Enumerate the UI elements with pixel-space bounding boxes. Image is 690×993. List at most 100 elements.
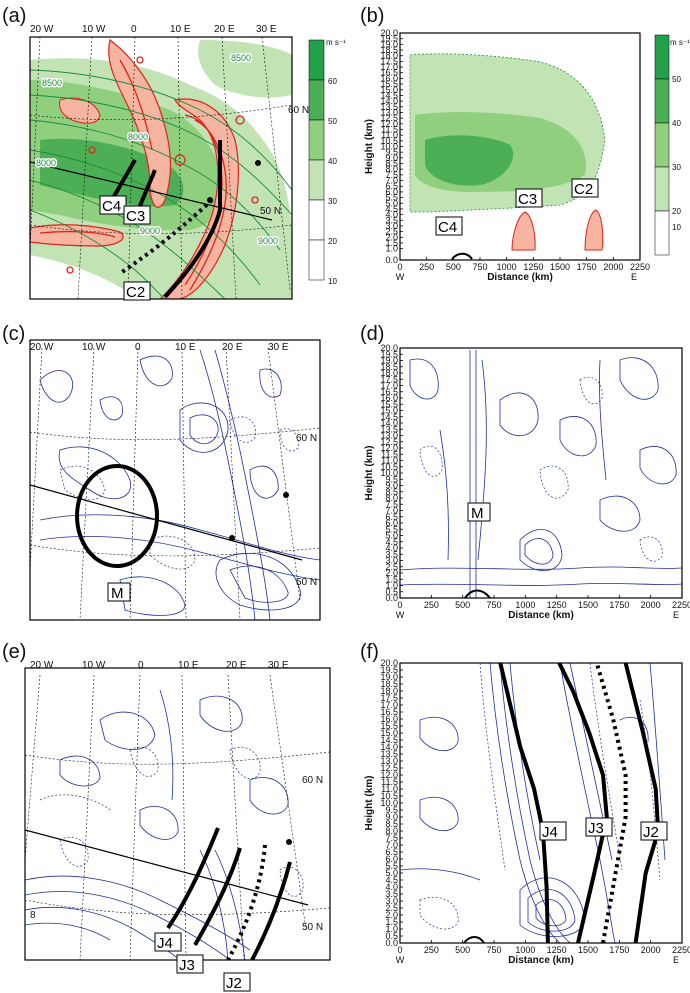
y-tick-label: 14.0 (380, 96, 398, 106)
x-end-label-west: W (396, 272, 405, 282)
tag-c3-b: C3 (515, 188, 543, 208)
blue-contours-c (39, 349, 320, 620)
y-tick-label: 0.0 (385, 255, 398, 265)
cross-section-endpoint (255, 160, 261, 166)
cross-section-endpoint-c (283, 492, 289, 498)
x-tick-label: 1250 (547, 600, 567, 610)
panel-a-frame (29, 36, 293, 300)
tag-m-d: M (467, 502, 491, 522)
y-tick-label: 13.5 (380, 749, 398, 759)
tag-label: C3 (518, 191, 537, 208)
tag-label: J4 (542, 824, 558, 841)
contour-label: 8000 (36, 158, 56, 168)
tag-j4-e: J4 (154, 932, 182, 952)
graticule-e (25, 674, 330, 960)
y-tick-label: 9.5 (385, 805, 398, 815)
y-tick-label: 14.0 (380, 742, 398, 752)
cross-section-midpoint-c (229, 535, 235, 541)
y-tick-label: 19.0 (380, 672, 398, 682)
panel-a-degree-labels: 20 W 10 W 0 10 E 20 E 30 E 60 N 50 N (30, 24, 309, 217)
y-tick-label: 5.5 (385, 524, 398, 534)
y-tick-label: 6.0 (385, 854, 398, 864)
panel-c-map (30, 340, 320, 620)
x-tick-label: 250 (419, 262, 434, 272)
y-tick-label: 1.5 (385, 238, 398, 248)
panel-c-letter: (c) (2, 323, 25, 345)
y-tick-label: 12.0 (380, 443, 398, 453)
y-tick-label: 18.0 (380, 686, 398, 696)
y-tick-label: 2.5 (385, 562, 398, 572)
y-tick-label: 8.0 (385, 826, 398, 836)
lat-label: 50 N (260, 206, 281, 217)
y-tick-label: 1.5 (385, 917, 398, 927)
jet-line-j4 (498, 663, 550, 943)
tag-j3-f: J3 (585, 817, 613, 837)
y-tick-label: 20.0 (380, 28, 398, 38)
y-tick-label: 9.0 (385, 812, 398, 822)
x-axis-label: Distance (km) (508, 955, 574, 966)
blue-contours-f (400, 663, 666, 943)
y-tick-label: 12.5 (380, 437, 398, 447)
panel-a-map: 8500 8500 8000 8000 9000 9000 (30, 37, 292, 299)
contour-label: 9000 (140, 226, 160, 236)
y-tick-label: 12.0 (380, 119, 398, 129)
tag-label: C4 (102, 198, 121, 215)
y-tick-label: 11.5 (381, 449, 398, 459)
x-tick-label: 1750 (609, 600, 629, 610)
lon-label: 10 E (175, 342, 196, 353)
y-tick-label: 0.5 (385, 931, 398, 941)
lon-label: 20 E (226, 660, 247, 671)
x-tick-label: 1000 (497, 262, 517, 272)
tag-label: J2 (226, 975, 242, 992)
y-tick-label: 18.5 (380, 45, 398, 55)
y-tick-label: 1.5 (385, 574, 398, 584)
y-tick-label: 13.5 (380, 102, 398, 112)
tag-j3-e: J3 (176, 954, 204, 974)
tag-label: C3 (126, 208, 145, 225)
y-tick-label: 17.0 (380, 700, 398, 710)
y-tick-label: 17.5 (380, 374, 398, 384)
x-axis-label: Distance (km) (508, 610, 574, 621)
y-tick-label: 1.0 (385, 924, 398, 934)
y-axis-label: Height (km) (364, 446, 375, 501)
y-tick-label: 20.0 (380, 343, 398, 353)
blue-dashed-contours-c (59, 416, 299, 570)
lat-label: 60 N (296, 433, 317, 444)
y-tick-label: 0.0 (385, 938, 398, 948)
tag-label: C2 (574, 181, 593, 198)
lon-label: 20 W (30, 24, 54, 35)
y-tick-label: 0.5 (385, 587, 398, 597)
y-tick-label: 14.5 (380, 90, 398, 100)
y-tick-label: 3.5 (385, 215, 398, 225)
y-tick-label: 8.5 (385, 487, 398, 497)
x-tick-label: 1000 (515, 600, 535, 610)
y-tick-label: 18.0 (380, 368, 398, 378)
colorbar-label: 40 (672, 119, 681, 128)
blue-dashed-contours-f (419, 663, 661, 930)
panel-f: (f) (360, 641, 690, 966)
y-tick-label: 5.5 (385, 861, 398, 871)
y-tick-label: 7.0 (385, 840, 398, 850)
lon-label: 10 E (178, 660, 199, 671)
lon-label: 0 (135, 342, 141, 353)
feature-lines-e (166, 827, 292, 960)
x-tick-label: 2000 (603, 262, 623, 272)
cross-section-line-c (30, 484, 303, 561)
tag-c4-a: C4 (99, 195, 127, 215)
y-tick-label: 10.5 (380, 462, 398, 472)
y-tick-label: 18.0 (380, 51, 398, 61)
tag-label: C4 (438, 219, 457, 236)
y-tick-label: 3.0 (385, 896, 398, 906)
panel-a-letter: (a) (2, 5, 26, 27)
y-tick-label: 14.0 (380, 418, 398, 428)
lon-label: 0 (131, 24, 137, 35)
y-tick-label: 16.5 (380, 707, 398, 717)
y-tick-label: 1.0 (385, 581, 398, 591)
tag-label: J3 (179, 957, 195, 974)
y-tick-label: 19.0 (380, 39, 398, 49)
lon-label: 30 E (268, 342, 289, 353)
y-tick-label: 9.0 (385, 153, 398, 163)
panel-e-map (25, 668, 330, 960)
y-tick-label: 0.0 (385, 593, 398, 603)
lon-label: 30 E (268, 660, 289, 671)
